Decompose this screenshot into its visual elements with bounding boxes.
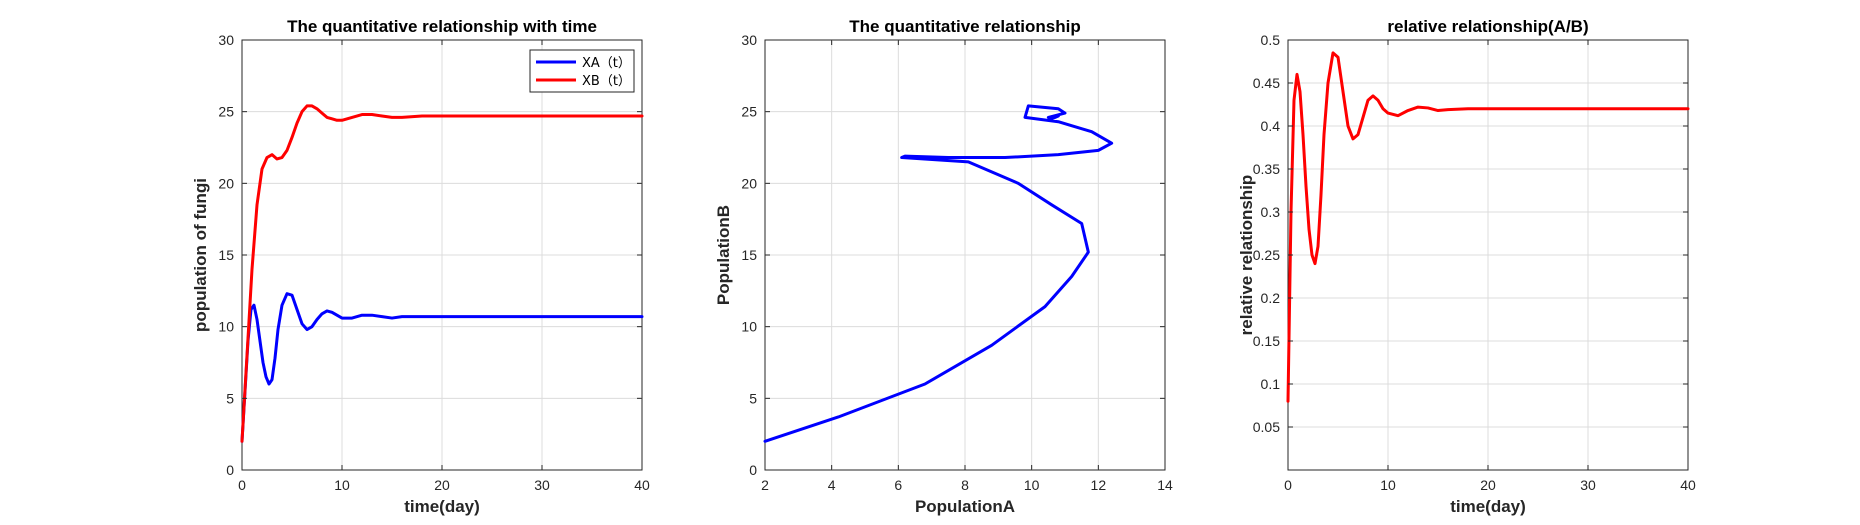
y-tick-label: 0.25 <box>1253 247 1280 263</box>
x-axis-label: time(day) <box>404 497 480 516</box>
x-axis-label: PopulationA <box>915 497 1015 516</box>
y-axis-label: PopulationB <box>714 205 733 305</box>
x-tick-label: 10 <box>1380 477 1396 493</box>
y-tick-label: 0.4 <box>1261 118 1281 134</box>
legend-label-xb: XB（t） <box>582 74 631 89</box>
series-line-1 <box>240 104 644 443</box>
x-tick-label: 2 <box>761 477 769 493</box>
grid-lines-front <box>765 40 1165 470</box>
y-tick-label: 30 <box>218 32 234 48</box>
x-tick-label: 10 <box>1024 477 1040 493</box>
y-tick-label: 25 <box>741 104 757 120</box>
y-tick-label: 25 <box>218 104 234 120</box>
series-line-0 <box>763 104 1114 443</box>
y-tick-label: 0.2 <box>1261 290 1281 306</box>
y-tick-label: 15 <box>741 247 757 263</box>
x-tick-label: 40 <box>634 477 650 493</box>
chart-title: relative relationship(A/B) <box>1387 17 1588 36</box>
y-tick-label: 20 <box>741 175 757 191</box>
y-tick-label: 5 <box>749 390 757 406</box>
legend-label-xa: XA（t） <box>582 56 631 71</box>
y-tick-label: 0.5 <box>1261 32 1281 48</box>
x-tick-label: 6 <box>894 477 902 493</box>
x-tick-label: 20 <box>434 477 450 493</box>
ticks: 2 4 6 8 10 12 14 0 5 10 15 20 25 30 <box>741 32 1173 493</box>
time-population-chart: 0 10 20 30 40 0 5 10 15 20 25 30 The quantitative r… <box>191 17 650 516</box>
x-tick-label: 8 <box>961 477 969 493</box>
y-tick-label: 0 <box>749 462 757 478</box>
chart-title: The quantitative relationship with time <box>287 17 597 36</box>
x-tick-label: 12 <box>1091 477 1107 493</box>
y-tick-label: 0.35 <box>1253 161 1280 177</box>
y-tick-label: 0.15 <box>1253 333 1280 349</box>
ticks: 0 10 20 30 40 0 5 10 15 20 25 30 <box>218 32 650 493</box>
ratio-chart: 0 10 20 30 40 0.05 0.1 0.15 0.2 0.25 0.3 0.35 0.4 0.4… <box>1237 17 1696 516</box>
x-tick-label: 0 <box>238 477 246 493</box>
phase-plot-chart: 2 4 6 8 10 12 14 0 5 10 15 20 25 30 The quantitative … <box>714 17 1173 516</box>
legend-box <box>529 49 635 93</box>
y-tick-label: 0 <box>226 462 234 478</box>
x-tick-label: 10 <box>334 477 350 493</box>
x-tick-label: 14 <box>1157 477 1173 493</box>
y-tick-label: 0.3 <box>1261 204 1281 220</box>
y-tick-label: 0.1 <box>1261 376 1281 392</box>
series-group <box>763 104 1114 443</box>
y-tick-label: 15 <box>218 247 234 263</box>
series-group <box>1286 51 1690 403</box>
ticks: 0 10 20 30 40 0.05 0.1 0.15 0.2 0.25 0.3 0.35 0.4 0.4… <box>1253 32 1696 493</box>
x-tick-label: 0 <box>1284 477 1292 493</box>
chart-title: The quantitative relationship <box>849 17 1080 36</box>
series-line-0 <box>1286 51 1690 403</box>
y-axis-label: population of fungi <box>191 178 210 332</box>
grid-lines-front <box>242 40 642 470</box>
x-tick-label: 20 <box>1480 477 1496 493</box>
legend: XA（t） XB（t） <box>529 49 635 93</box>
x-tick-label: 30 <box>534 477 550 493</box>
grid-lines-front <box>1288 40 1688 470</box>
y-tick-label: 10 <box>218 319 234 335</box>
y-tick-label: 20 <box>218 175 234 191</box>
x-tick-label: 40 <box>1680 477 1696 493</box>
y-tick-label: 0.05 <box>1253 419 1280 435</box>
y-tick-label: 30 <box>741 32 757 48</box>
y-axis-label: relative relationship <box>1237 175 1256 336</box>
x-tick-label: 30 <box>1580 477 1596 493</box>
series-line-0 <box>240 292 644 443</box>
y-tick-label: 5 <box>226 390 234 406</box>
x-tick-label: 4 <box>828 477 836 493</box>
series-group <box>240 104 644 443</box>
y-tick-label: 10 <box>741 319 757 335</box>
y-tick-label: 0.45 <box>1253 75 1280 91</box>
x-axis-label: time(day) <box>1450 497 1526 516</box>
